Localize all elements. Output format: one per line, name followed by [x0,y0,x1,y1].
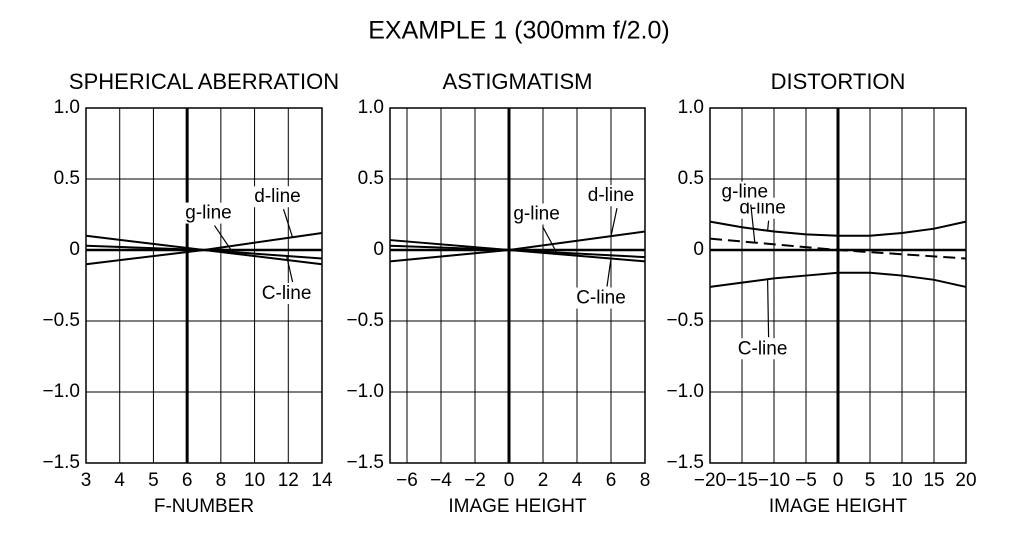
x-tick-label: −15 [726,470,758,491]
leader-line [214,225,234,254]
y-tick-label: 1.0 [678,97,704,118]
x-tick-label: 8 [216,470,227,491]
x-tick-label: 15 [923,470,944,491]
y-tick-label: 1.0 [358,97,384,118]
y-tick-label: −1.5 [666,452,704,473]
x-tick-label: 10 [244,470,265,491]
panel-title: DISTORTION [771,69,906,94]
panel-title: SPHERICAL ABERRATION [69,69,339,94]
leader-line [750,204,756,243]
series-label: g-line [513,204,559,225]
x-tick-label: 3 [81,470,92,491]
y-tick-label: −1.0 [666,381,704,402]
y-tick-label: −1.0 [346,381,384,402]
x-tick-label: 10 [891,470,912,491]
series-label: d-line [254,186,300,207]
leader-line [767,279,770,338]
y-tick-label: 0.5 [678,168,704,189]
figure-title: EXAMPLE 1 (300mm f/2.0) [368,17,670,45]
x-tick-label: −2 [464,470,486,491]
x-tick-label: 8 [640,470,651,491]
x-tick-label: 4 [572,470,583,491]
plot-frame [389,107,646,464]
y-tick-label: −0.5 [666,310,704,331]
x-axis-label: IMAGE HEIGHT [769,496,908,517]
y-tick-label: 0.5 [54,168,80,189]
series-label: C-line [738,338,788,359]
x-tick-label: −5 [795,470,817,491]
label-background [720,181,770,203]
y-tick-label: 0 [693,239,704,260]
label-background [253,186,302,208]
series-line [709,271,967,288]
label-background [260,282,313,304]
series-label: g-line [185,203,231,224]
y-tick-label: −1.5 [346,452,384,473]
x-tick-label: −10 [758,470,790,491]
panel-title: ASTIGMATISM [443,69,593,94]
x-tick-label: 5 [148,470,159,491]
series-line [85,244,323,260]
series-line [389,244,646,263]
label-background [512,203,561,225]
y-tick-label: 0.5 [358,168,384,189]
leader-line [282,209,294,238]
y-tick-label: 0 [69,239,80,260]
x-tick-label: 0 [504,470,515,491]
y-tick-label: 1.0 [54,97,80,118]
plot-frame [709,107,967,464]
plot-frame [85,107,323,464]
leader-line [542,226,558,253]
y-tick-label: −0.5 [346,310,384,331]
series-line [709,220,967,237]
label-background [575,287,627,309]
series-line [709,237,967,260]
x-tick-label: 0 [833,470,844,491]
y-tick-label: −1.5 [42,452,80,473]
series-label: C-line [262,283,312,304]
x-tick-label: 6 [606,470,617,491]
series-label: g-line [722,182,768,203]
series-label: d-line [588,185,634,206]
x-tick-label: −4 [430,470,452,491]
label-background [586,185,636,207]
label-background [738,197,787,219]
y-tick-label: 0 [373,239,384,260]
label-background [736,338,789,360]
y-tick-label: −1.0 [42,381,80,402]
x-tick-label: 20 [955,470,976,491]
x-axis-label: F-NUMBER [154,496,254,517]
label-background [184,202,233,224]
x-tick-label: 2 [538,470,549,491]
leader-line [767,220,770,231]
x-tick-label: −20 [694,470,726,491]
x-tick-label: −6 [396,470,418,491]
x-tick-label: 14 [311,470,333,491]
leader-line [610,208,618,237]
x-tick-label: 12 [278,470,299,491]
series-label: d-line [739,198,785,219]
x-tick-label: 5 [865,470,876,491]
y-tick-label: −0.5 [42,310,80,331]
leader-line [606,258,612,287]
leader-line [286,255,294,283]
x-axis-label: IMAGE HEIGHT [448,496,587,517]
x-tick-label: 4 [114,470,125,491]
x-tick-label: 6 [182,470,193,491]
series-label: C-line [576,288,626,309]
